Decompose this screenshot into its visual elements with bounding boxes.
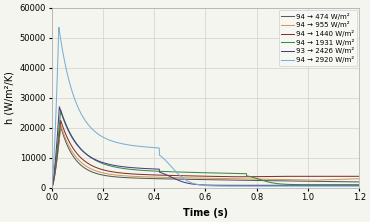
- 94 → 1931 W/m²: [103, 163, 107, 166]
- 94 → 955 W/m²: [357, 177, 361, 180]
- 94 → 955 W/m²: [168, 176, 172, 179]
- 94 → 474 W/m²: [318, 180, 322, 183]
- 94 → 955 W/m²: [351, 178, 356, 180]
- Line: 94 → 955 W/m²: 94 → 955 W/m²: [52, 125, 359, 188]
- 94 → 1440 W/m²: [50, 186, 54, 189]
- 94 → 2920 W/m²: [351, 185, 356, 188]
- 93 → 2426 W/m²: [168, 175, 172, 178]
- 94 → 955 W/m²: [181, 176, 185, 179]
- 93 → 2426 W/m²: [318, 184, 322, 187]
- 94 → 955 W/m²: [58, 124, 63, 126]
- 94 → 1931 W/m²: [351, 183, 356, 186]
- 94 → 474 W/m²: [351, 180, 356, 183]
- 94 → 1440 W/m²: [357, 175, 361, 178]
- 94 → 2920 W/m²: [57, 26, 61, 28]
- 94 → 2920 W/m²: [181, 177, 185, 180]
- 94 → 1931 W/m²: [50, 186, 54, 189]
- 94 → 1931 W/m²: [181, 171, 185, 173]
- 94 → 474 W/m²: [357, 180, 361, 183]
- 93 → 2426 W/m²: [57, 105, 61, 108]
- 94 → 1440 W/m²: [58, 119, 63, 122]
- 94 → 955 W/m²: [85, 165, 89, 168]
- Line: 94 → 474 W/m²: 94 → 474 W/m²: [52, 126, 359, 188]
- 94 → 1440 W/m²: [168, 174, 172, 177]
- Line: 94 → 1440 W/m²: 94 → 1440 W/m²: [52, 120, 359, 188]
- 93 → 2426 W/m²: [351, 184, 356, 187]
- 94 → 2920 W/m²: [85, 121, 89, 124]
- 94 → 1931 W/m²: [357, 183, 361, 186]
- Line: 93 → 2426 W/m²: 93 → 2426 W/m²: [52, 107, 359, 188]
- 93 → 2426 W/m²: [103, 162, 107, 165]
- 93 → 2426 W/m²: [50, 186, 54, 189]
- X-axis label: Time (s): Time (s): [183, 208, 228, 218]
- 93 → 2426 W/m²: [85, 153, 89, 156]
- 94 → 2920 W/m²: [318, 185, 322, 188]
- 94 → 474 W/m²: [103, 174, 107, 177]
- 94 → 1931 W/m²: [58, 109, 63, 111]
- 94 → 1931 W/m²: [168, 170, 172, 173]
- 94 → 2920 W/m²: [357, 185, 361, 188]
- 93 → 2426 W/m²: [357, 184, 361, 187]
- 94 → 2920 W/m²: [168, 163, 172, 166]
- 94 → 1440 W/m²: [181, 174, 185, 177]
- 94 → 955 W/m²: [103, 172, 107, 175]
- 93 → 2426 W/m²: [181, 181, 185, 183]
- 94 → 2920 W/m²: [103, 137, 107, 140]
- Line: 94 → 2920 W/m²: 94 → 2920 W/m²: [52, 27, 359, 188]
- 94 → 1931 W/m²: [318, 183, 322, 186]
- 94 → 1440 W/m²: [351, 175, 356, 178]
- 94 → 1931 W/m²: [85, 153, 89, 156]
- 94 → 474 W/m²: [85, 168, 89, 171]
- 94 → 955 W/m²: [50, 186, 54, 189]
- 94 → 2920 W/m²: [50, 186, 54, 189]
- Line: 94 → 1931 W/m²: 94 → 1931 W/m²: [52, 110, 359, 188]
- Y-axis label: h (W/m²/K): h (W/m²/K): [4, 71, 14, 124]
- 94 → 1440 W/m²: [103, 169, 107, 172]
- 94 → 474 W/m²: [168, 178, 172, 180]
- Legend: 94 → 474 W/m², 94 → 955 W/m², 94 → 1440 W/m², 94 → 1931 W/m², 93 → 2426 W/m², 94: 94 → 474 W/m², 94 → 955 W/m², 94 → 1440 …: [279, 10, 357, 66]
- 94 → 1440 W/m²: [85, 161, 89, 164]
- 94 → 955 W/m²: [318, 179, 322, 181]
- 94 → 474 W/m²: [58, 125, 63, 128]
- 94 → 474 W/m²: [50, 186, 54, 189]
- 94 → 1440 W/m²: [318, 175, 322, 178]
- 94 → 474 W/m²: [181, 178, 185, 180]
